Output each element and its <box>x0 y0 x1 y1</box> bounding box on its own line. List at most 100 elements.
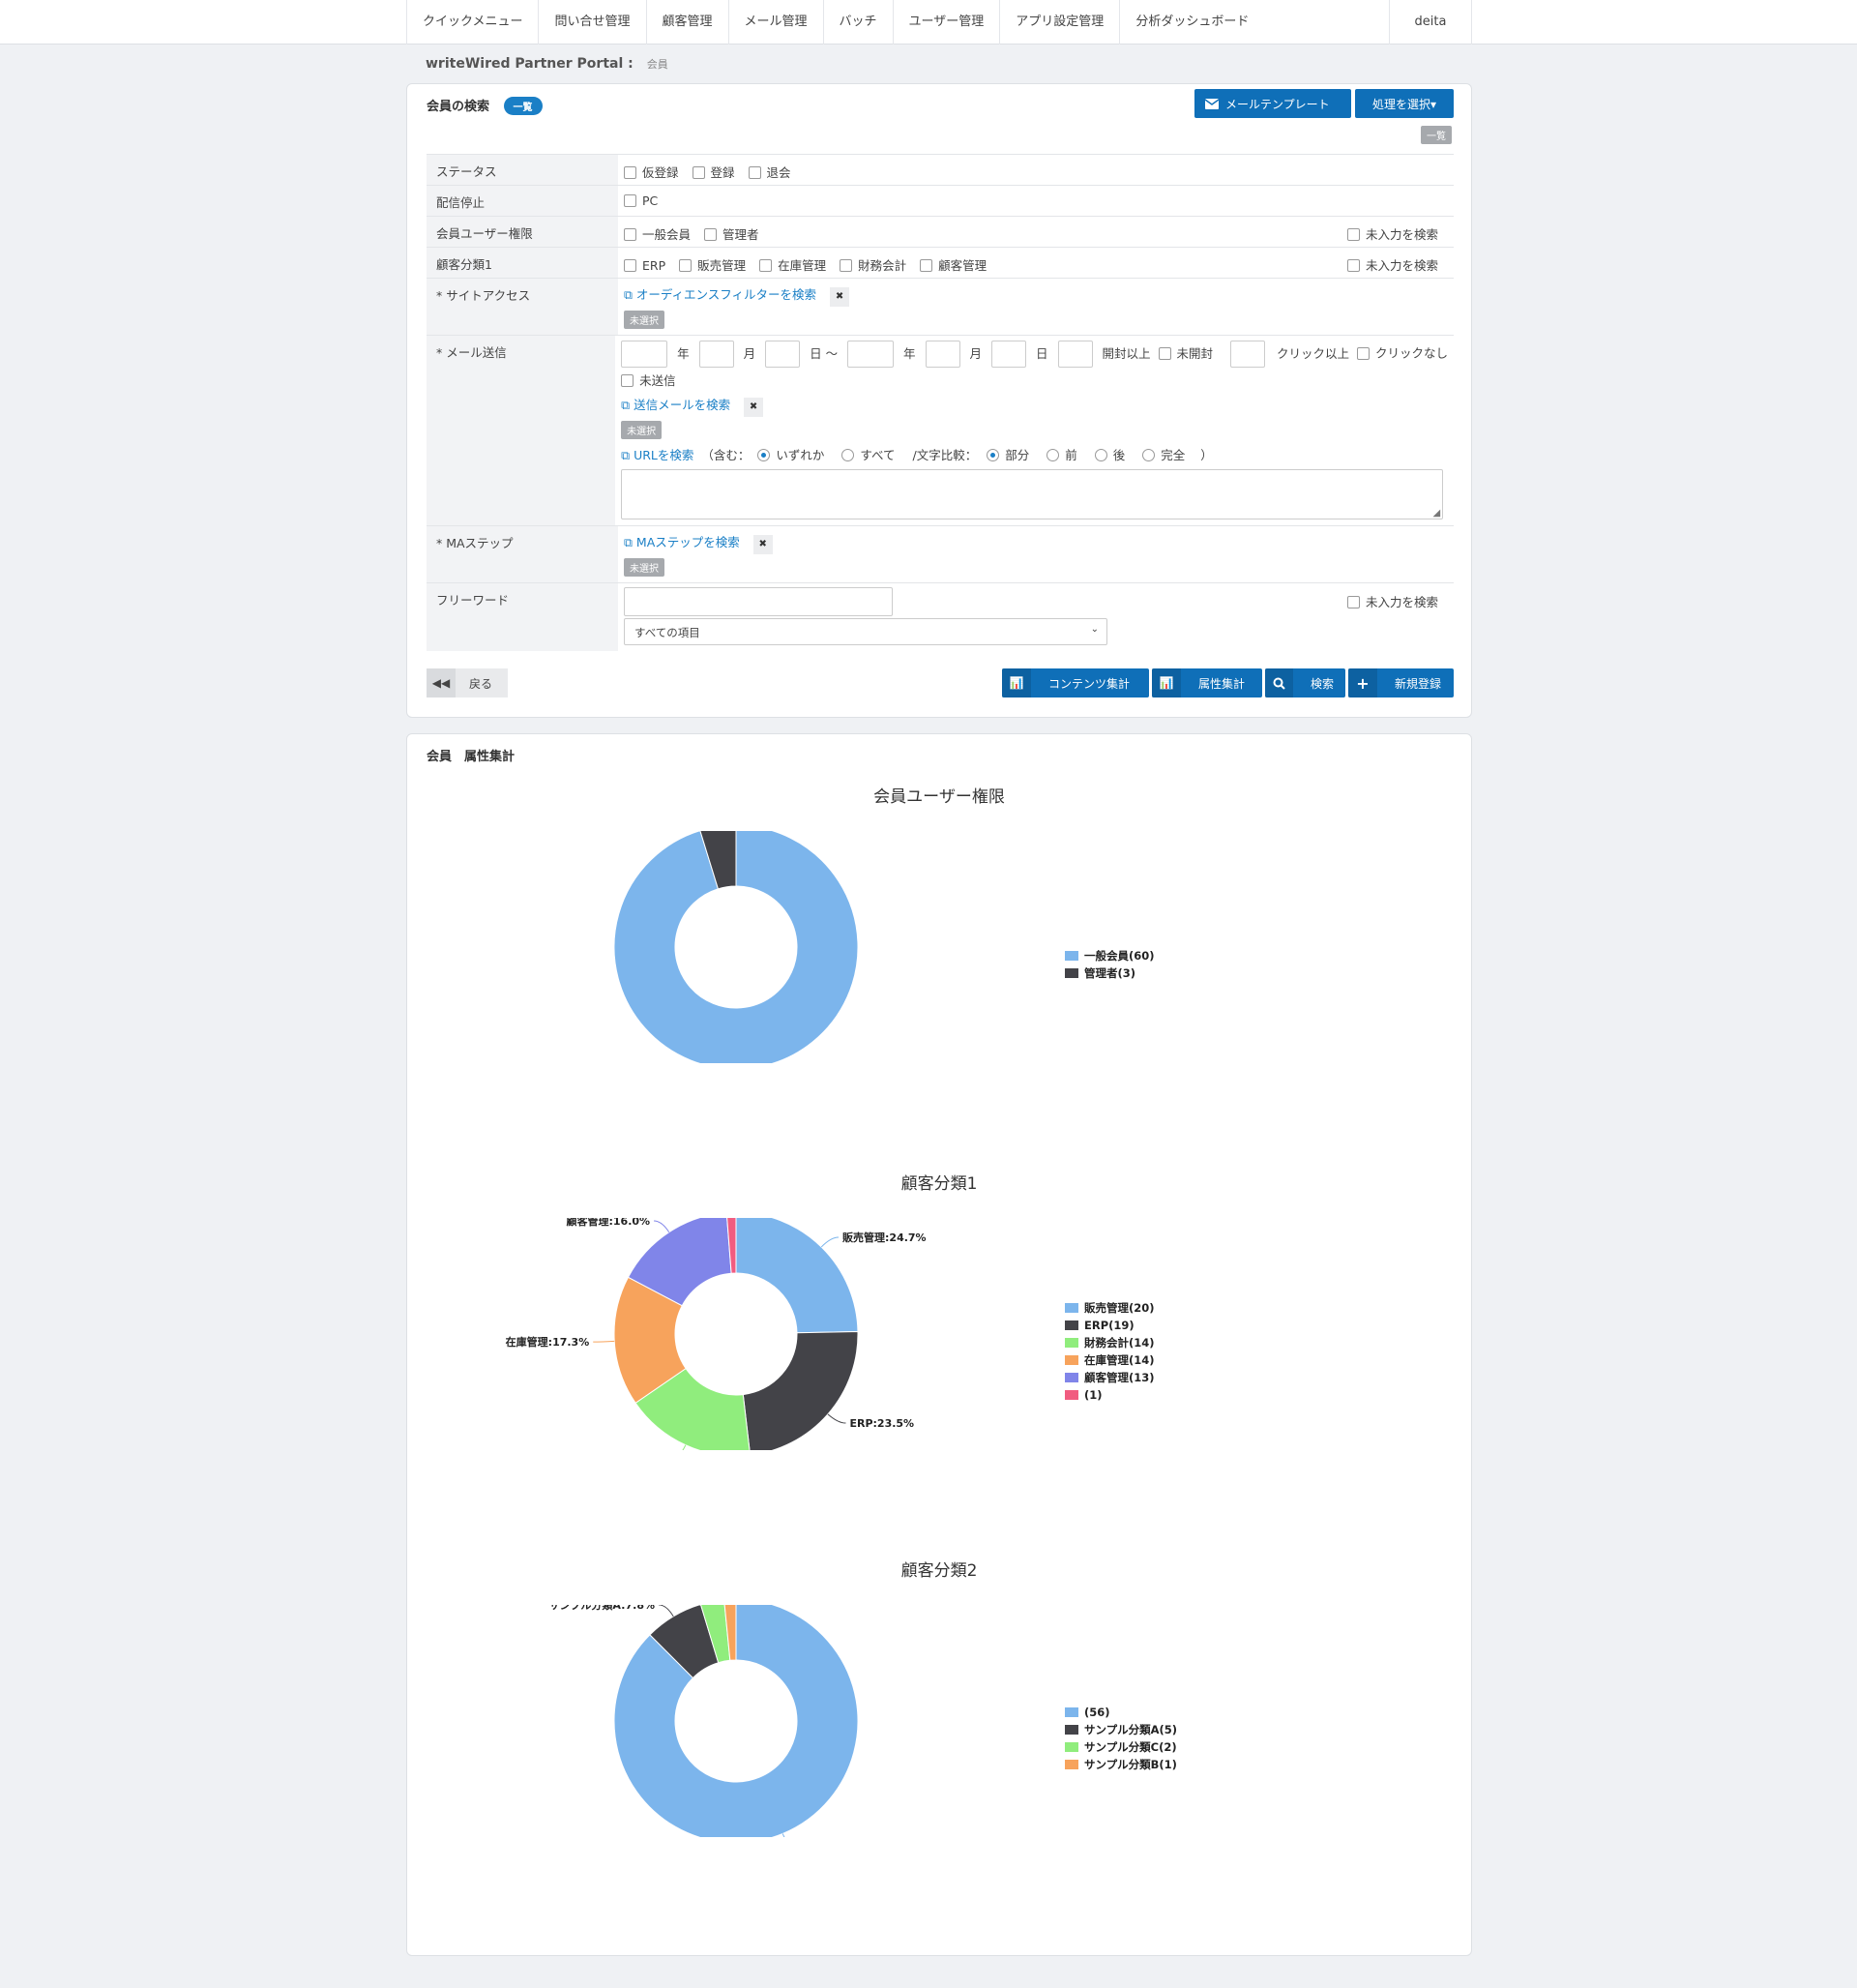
status-checkbox-withdrawn[interactable] <box>748 166 761 179</box>
legend-item[interactable]: (56) <box>1065 1704 1177 1721</box>
pie-slice[interactable] <box>613 831 859 1063</box>
new-register-button[interactable]: + 新規登録 <box>1348 668 1454 697</box>
legend-item[interactable]: 一般会員(60) <box>1065 947 1155 964</box>
url-search-link[interactable]: URLを検索 <box>634 448 694 462</box>
pie-slice[interactable] <box>735 1218 859 1334</box>
radio-suffix[interactable] <box>1094 449 1107 461</box>
radio-partial[interactable] <box>987 449 1000 461</box>
legend-item[interactable]: (1) <box>1065 1386 1155 1404</box>
radio-all[interactable] <box>841 449 855 461</box>
url-textarea[interactable]: ◢ <box>621 469 1444 519</box>
nav-inquiry[interactable]: 問い合せ管理 <box>538 0 645 45</box>
sent-mail-search-link[interactable]: 送信メールを検索 <box>634 398 731 412</box>
pie-slice[interactable] <box>613 1605 859 1837</box>
pie-slice[interactable] <box>649 1605 720 1679</box>
to-year-input[interactable] <box>847 341 895 368</box>
content-aggregate-button[interactable]: 📊 コンテンツ集計 <box>1002 668 1149 697</box>
nav-customer[interactable]: 顧客管理 <box>645 0 728 45</box>
legend-item[interactable]: 顧客管理(13) <box>1065 1369 1155 1386</box>
radio-any[interactable] <box>757 449 771 461</box>
data-label: 在庫管理:17.3% <box>506 1335 590 1349</box>
cat1-empty-checkbox[interactable] <box>1346 259 1360 272</box>
legend-swatch <box>1065 968 1078 978</box>
free-empty-label: 未入力を検索 <box>1365 595 1438 609</box>
unsent-checkbox[interactable] <box>621 374 634 387</box>
legend-item[interactable]: 在庫管理(14) <box>1065 1351 1155 1369</box>
chart3-donut: :87.5%サンプル分類A:7.8%サンプル分類C:3.1%サンプル分類B:1.… <box>549 1605 859 1837</box>
from-month-unit: 月 <box>743 345 756 361</box>
pie-slice[interactable] <box>742 1331 859 1450</box>
legend-item[interactable]: 販売管理(20) <box>1065 1299 1155 1317</box>
list-badge[interactable]: 一覧 <box>503 97 543 115</box>
open-count-input[interactable] <box>1057 341 1093 368</box>
legend-swatch <box>1065 1725 1078 1735</box>
radio-all-label: すべて <box>860 448 896 462</box>
auth-checkbox-general[interactable] <box>624 228 636 241</box>
stop-checkbox-pc[interactable] <box>624 194 636 207</box>
from-month-input[interactable] <box>698 341 734 368</box>
search-button[interactable]: 検索 <box>1265 668 1345 697</box>
legend-item[interactable]: 管理者(3) <box>1065 964 1155 982</box>
ma-unselected-badge: 未選択 <box>624 558 664 577</box>
pie-slice[interactable] <box>627 1218 732 1307</box>
from-year-input[interactable] <box>621 341 668 368</box>
legend-swatch <box>1065 951 1078 961</box>
list-badge-right[interactable]: 一覧 <box>1421 126 1452 144</box>
legend-item[interactable]: サンプル分類C(2) <box>1065 1738 1177 1756</box>
cat1-checkbox-sales[interactable] <box>679 259 693 272</box>
to-month-input[interactable] <box>925 341 960 368</box>
click-count-input[interactable] <box>1230 341 1265 368</box>
no-click-checkbox[interactable] <box>1356 346 1370 360</box>
pie-slice[interactable] <box>699 831 737 890</box>
data-label: サンプル分類A:7.8% <box>549 1605 655 1612</box>
nav-batch[interactable]: バッチ <box>822 0 893 45</box>
free-word-field-select[interactable]: すべての項目 ⌄ <box>624 618 1107 645</box>
free-word-input[interactable] <box>624 587 893 616</box>
mail-template-button[interactable]: メールテンプレート <box>1194 89 1351 118</box>
cat1-option-finance: 財務会計 <box>858 258 907 273</box>
legend-item[interactable]: ERP(19) <box>1065 1317 1155 1334</box>
audience-filter-link[interactable]: オーディエンスフィルターを検索 <box>635 287 817 302</box>
ma-step-clear-icon[interactable]: ✖ <box>752 535 773 554</box>
action-select-button[interactable]: 処理を選択▾ <box>1355 89 1454 118</box>
attribute-aggregate-button[interactable]: 📊 属性集計 <box>1152 668 1262 697</box>
nav-app-settings[interactable]: アプリ設定管理 <box>999 0 1119 45</box>
pie-slice[interactable] <box>723 1605 737 1661</box>
auth-checkbox-admin[interactable] <box>704 228 717 241</box>
legend-label: サンプル分類C(2) <box>1084 1740 1177 1754</box>
auth-empty-checkbox[interactable] <box>1346 228 1360 241</box>
from-day-input[interactable] <box>765 341 801 368</box>
cat1-checkbox-crm[interactable] <box>920 259 933 272</box>
legend-item[interactable]: 財務会計(14) <box>1065 1334 1155 1351</box>
nav-user-admin[interactable]: ユーザー管理 <box>892 0 1000 45</box>
to-day-input[interactable] <box>991 341 1027 368</box>
legend-item[interactable]: サンプル分類A(5) <box>1065 1721 1177 1738</box>
legend-label: (1) <box>1084 1388 1103 1402</box>
nav-mail[interactable]: メール管理 <box>727 0 823 45</box>
sent-mail-clear-icon[interactable]: ✖ <box>744 398 764 417</box>
status-checkbox-registered[interactable] <box>692 166 705 179</box>
unopened-checkbox[interactable] <box>1158 346 1171 360</box>
back-button[interactable]: ◀◀ 戻る <box>427 668 508 697</box>
row-customer-category1: 顧客分類1 ERP 販売管理 在庫管理 財務会計 顧客管理 未入力を検索 <box>427 248 1454 279</box>
ma-step-search-link[interactable]: MAステップを検索 <box>635 535 740 549</box>
cat1-checkbox-inventory[interactable] <box>759 259 773 272</box>
legend-item[interactable]: サンプル分類B(1) <box>1065 1756 1177 1773</box>
cat1-checkbox-finance[interactable] <box>840 259 853 272</box>
chart2-donut: 販売管理:24.7%ERP:23.5%財務会計:17.3%在庫管理:17.3%顧… <box>506 1218 927 1450</box>
radio-exact[interactable] <box>1142 449 1156 461</box>
data-label-connector <box>820 1236 840 1248</box>
user-menu[interactable]: deita <box>1389 0 1472 45</box>
radio-prefix[interactable] <box>1046 449 1060 461</box>
free-word-label: フリーワード <box>427 583 618 651</box>
cat1-checkbox-erp[interactable] <box>624 259 636 272</box>
new-register-label: 新規登録 <box>1395 676 1442 691</box>
data-label-connector <box>827 1413 846 1424</box>
nav-quick-menu[interactable]: クイックメニュー <box>406 0 538 45</box>
site-clear-icon[interactable]: ✖ <box>830 287 850 307</box>
pie-slice[interactable] <box>726 1218 737 1274</box>
free-empty-checkbox[interactable] <box>1346 596 1360 608</box>
status-checkbox-provisional[interactable] <box>624 166 636 179</box>
back-label: 戻る <box>469 676 493 691</box>
nav-analytics[interactable]: 分析ダッシュボード <box>1119 0 1264 45</box>
